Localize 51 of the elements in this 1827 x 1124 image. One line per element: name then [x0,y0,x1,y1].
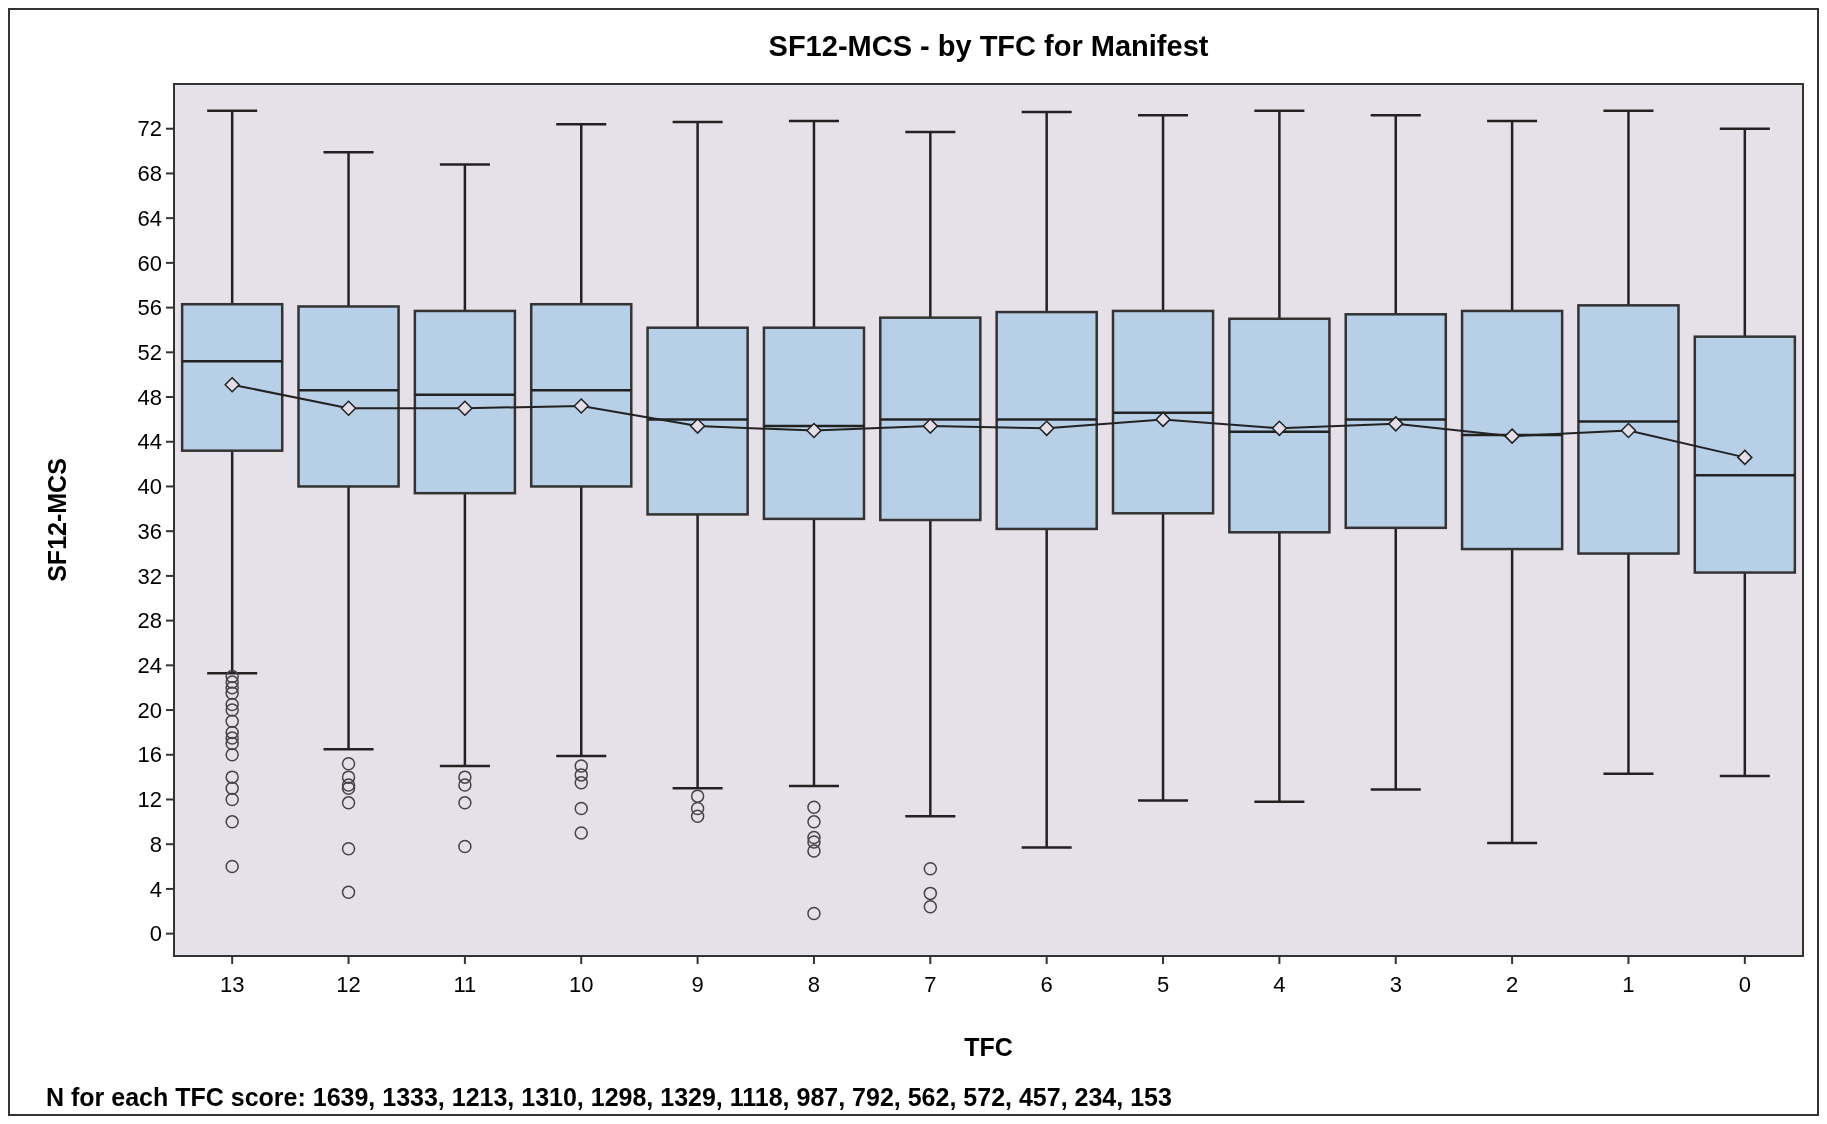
y-tick-label: 8 [149,831,162,857]
x-tick-label: 0 [1738,972,1751,997]
y-tick-label: 56 [137,295,162,321]
y-tick-label: 20 [137,697,162,723]
x-tick-label: 10 [569,972,594,997]
chart-title: SF12-MCS - by TFC for Manifest [768,30,1209,62]
x-tick-label: 7 [924,972,937,997]
point [922,418,939,434]
point [1155,411,1171,428]
point [1504,428,1520,444]
point [1388,416,1404,432]
y-tick-label: 44 [137,429,162,455]
y-tick-label: 60 [137,250,162,276]
point [457,400,473,416]
y-tick-label: 24 [137,653,162,679]
y-tick-label: 52 [137,340,162,366]
point [573,398,589,414]
y-tick-label: 16 [137,742,162,768]
x-tick-label: 1 [1622,972,1635,997]
x-tick-label: 8 [807,972,821,997]
y-tick-label: 40 [137,474,162,500]
point [1737,449,1753,466]
x-tick-label: 12 [336,972,361,997]
x-tick-label: 3 [1389,972,1402,997]
y-tick-label: 28 [137,608,162,634]
point [340,400,357,416]
y-tick-label: 48 [137,384,162,410]
y-tick-label: 0 [149,921,162,947]
point [1271,420,1288,437]
point [224,376,240,393]
point [1620,422,1637,439]
y-tick-label: 12 [137,787,162,813]
x-axis-title: TFC [964,1033,1013,1061]
y-tick-label: 36 [137,518,162,544]
y-tick-label: 68 [137,161,162,187]
y-tick-label: 64 [137,205,162,231]
x-tick-label: 9 [691,972,704,997]
x-tick-label: 2 [1505,972,1519,997]
point [1038,420,1055,437]
point [689,418,706,434]
x-tick-label: 13 [219,972,245,997]
y-tick-label: 32 [137,563,162,589]
x-tick-label: 5 [1156,972,1170,997]
y-axis-title: SF12-MCS [43,458,71,582]
text: N for each TFC score: 1639, 1333, 1213, 1310, 1298, 1329, 1118, 987, 792, 562, 572, 457, 234, 153 [46,1083,1172,1111]
y-tick-label: 72 [137,116,162,142]
x-tick-label: 11 [453,972,477,997]
point [806,422,822,439]
y-tick-label: 4 [149,876,162,902]
x-tick-label: 4 [1273,972,1286,997]
x-tick-label: 6 [1040,972,1053,997]
